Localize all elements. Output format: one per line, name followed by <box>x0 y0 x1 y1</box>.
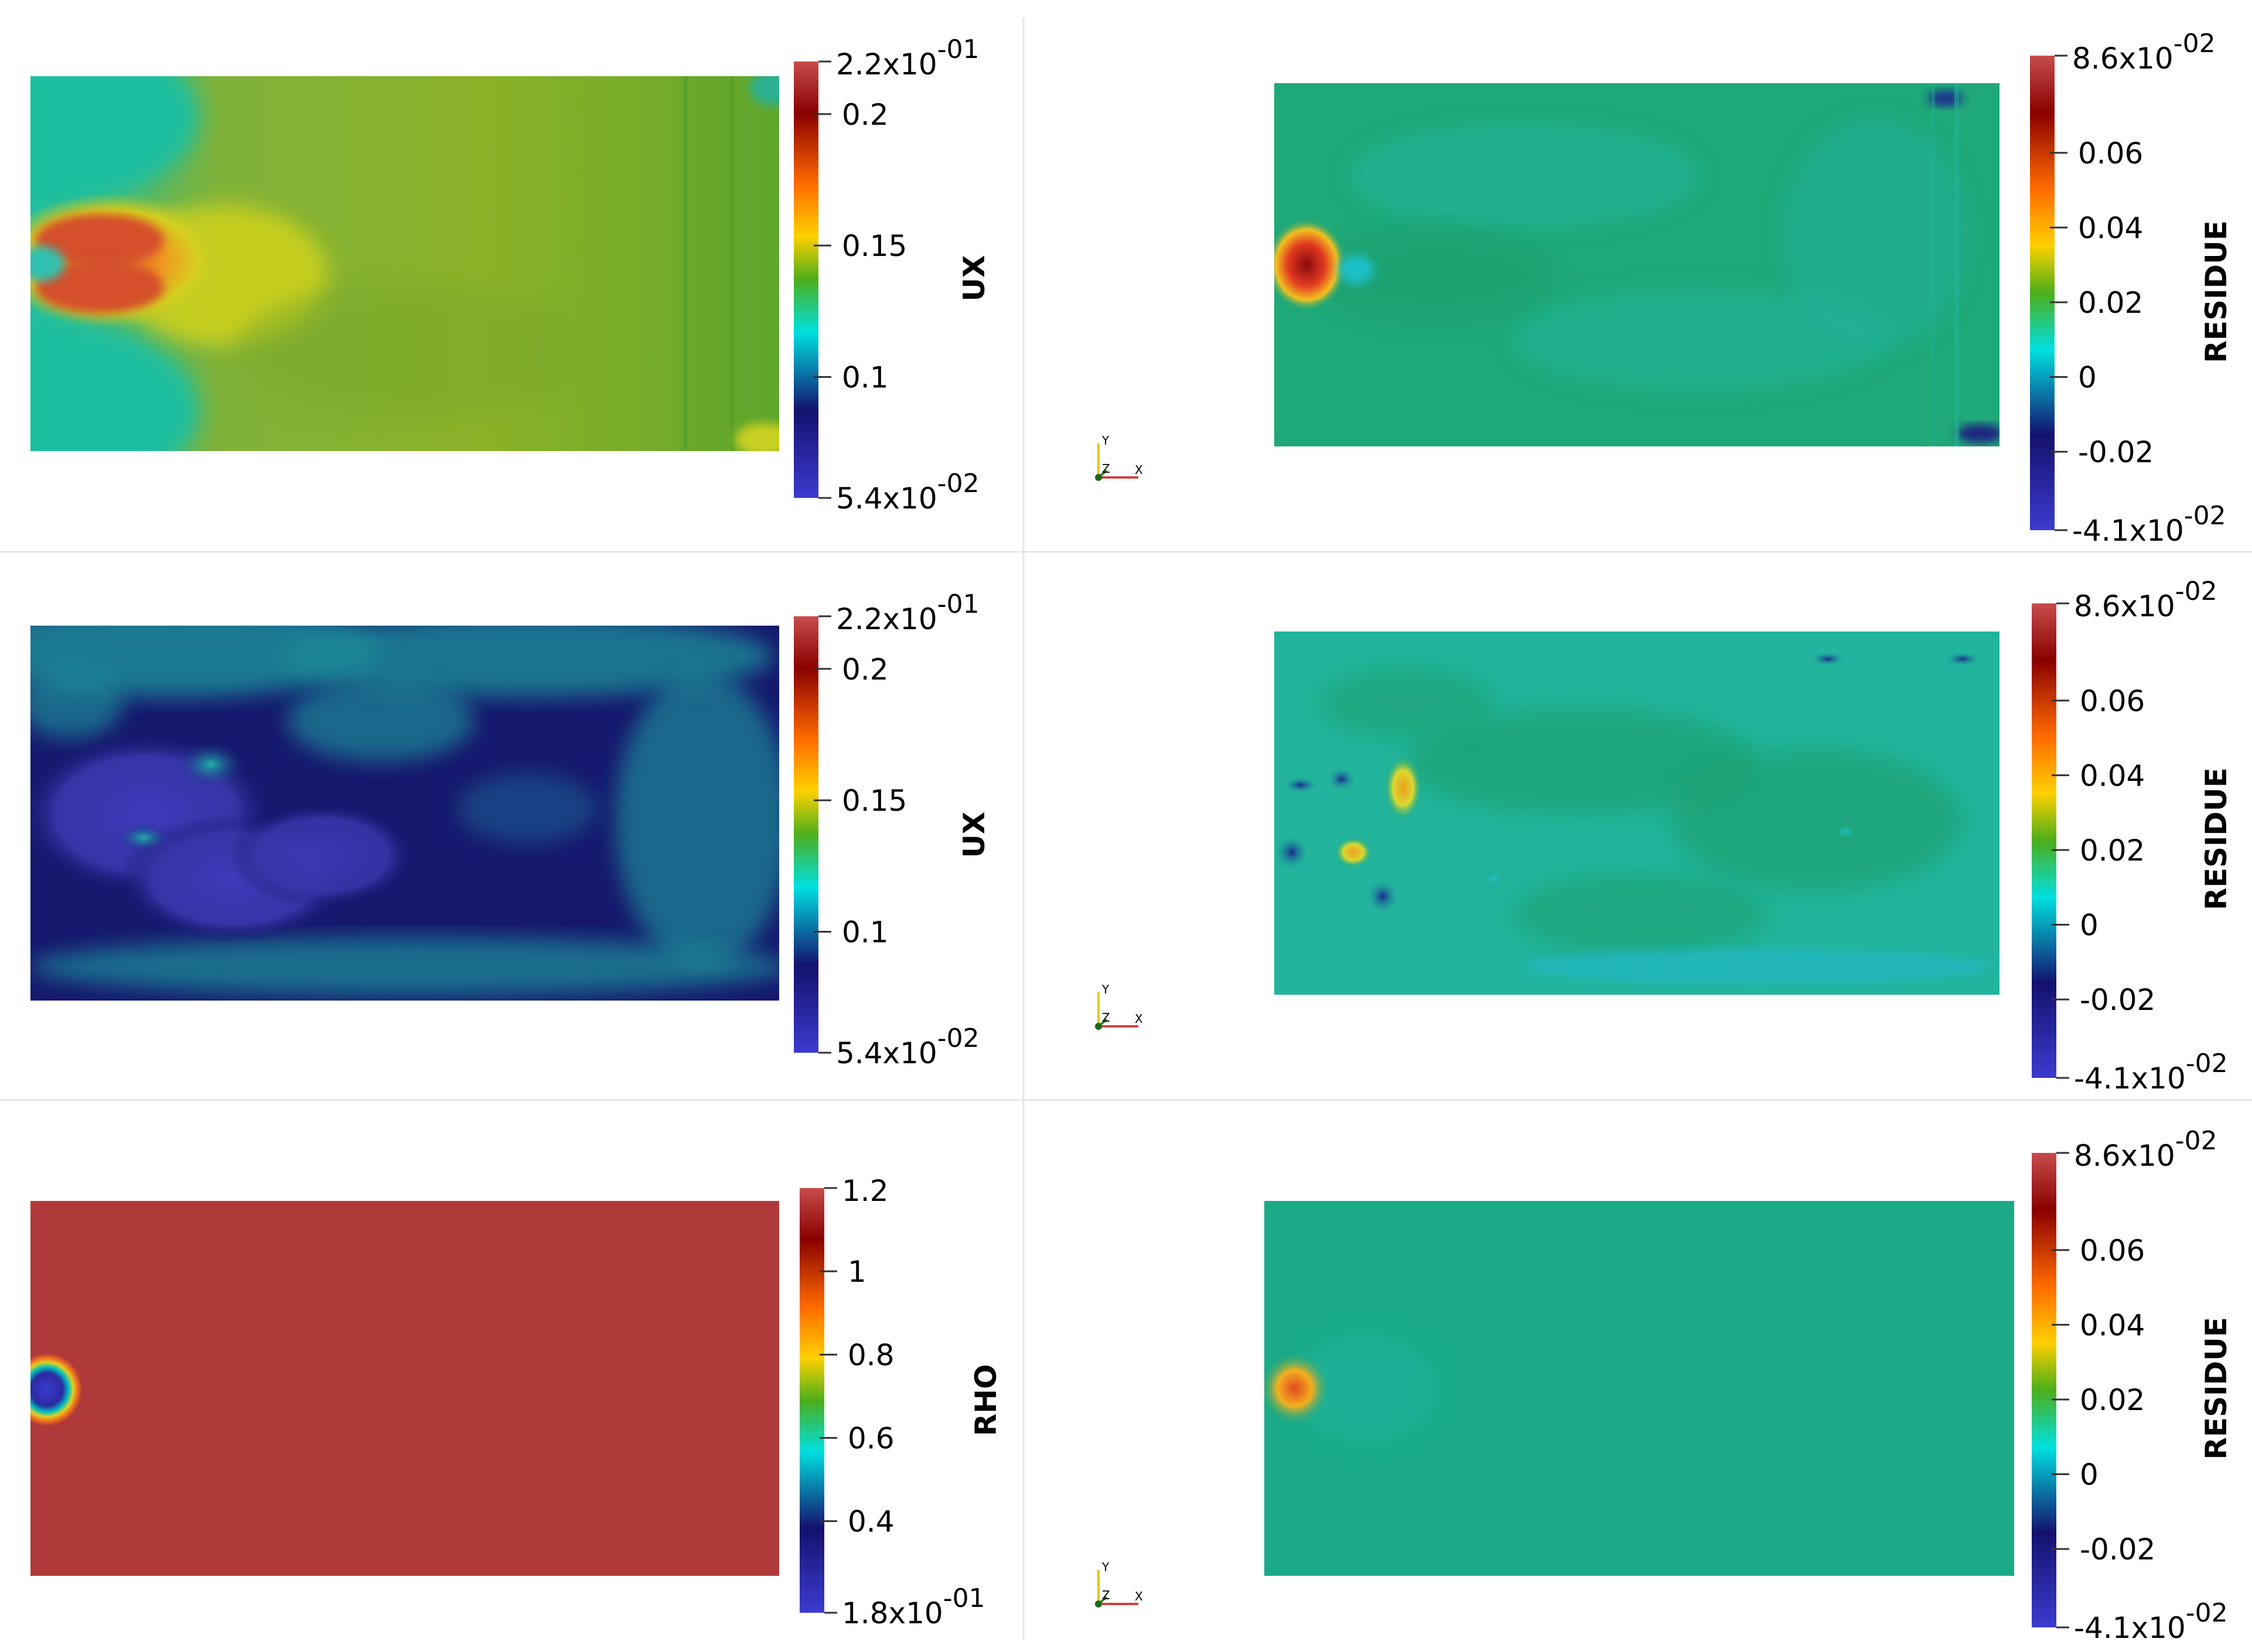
colorbar-tick-label: 0.02 <box>2080 834 2145 868</box>
colorbar-tick-label: 0 <box>2080 909 2099 943</box>
colorbar-title: UX <box>957 811 991 858</box>
y-axis-label: Y <box>1101 434 1110 448</box>
colorbar-tick-label: 0.1 <box>842 916 889 950</box>
colorbar-max-label: 2.2x10-01 <box>836 589 980 636</box>
colorbar-max-label: 2.2x10-01 <box>836 35 980 81</box>
colorbar-tick-label: 0.06 <box>2080 684 2145 718</box>
colorbar-tick-label: 0.1 <box>842 361 889 395</box>
colorbar-tick-label: 0.15 <box>842 784 907 818</box>
field-ux-top <box>30 76 779 451</box>
x-axis-label: X <box>1135 1589 1143 1603</box>
colorbar-gradient <box>2032 1153 2056 1627</box>
colorbar-tick-label: 0.2 <box>842 653 889 687</box>
y-axis-label: Y <box>1101 982 1110 996</box>
colorbar-title: RHO <box>969 1364 1003 1436</box>
colorbar-tick-label: 0.06 <box>2080 1234 2145 1268</box>
panel-rho-bottom: 1.2 1.8x10-01 1 0.8 0.6 0.4 RHO <box>30 1174 1003 1630</box>
panel-residue-top: YZ X 8.6x10-02 -4.1x10-02 0.06 0.04 0.02 0 -0.0… <box>1095 29 2233 548</box>
panel-ux-middle: 2.2x10-01 5.4x10-02 0.2 0.15 0.1 UX <box>30 589 991 1070</box>
colorbar-min-label: 5.4x10-02 <box>836 1023 980 1070</box>
colorbar-tick-label: 0 <box>2078 361 2097 395</box>
colorbar-min-label: 5.4x10-02 <box>836 469 980 516</box>
colorbar-gradient <box>800 1188 824 1613</box>
field-residue-top <box>1274 83 1999 446</box>
axes-triad-top: YZ X <box>1095 434 1143 481</box>
colorbar-tick-label: -0.02 <box>2078 435 2154 469</box>
colorbar-residue-middle: 8.6x10-02 -4.1x10-02 0.06 0.04 0.02 0 -0.02 RES… <box>2032 576 2233 1095</box>
colorbar-rho-bottom: 1.2 1.8x10-01 1 0.8 0.6 0.4 RHO <box>800 1174 1003 1630</box>
colorbar-gradient <box>2032 603 2056 1078</box>
colorbar-tick-label: 0.6 <box>848 1421 895 1455</box>
colorbar-tick-label: 0.15 <box>842 229 907 263</box>
colorbar-max-label: 1.2 <box>842 1174 889 1208</box>
field-ux-middle <box>30 626 779 1001</box>
colorbar-gradient <box>794 62 818 498</box>
colorbar-tick-label: 0.02 <box>2078 286 2143 320</box>
colorbar-min-label: -4.1x10-02 <box>2074 1049 2228 1095</box>
colorbar-ux-middle: 2.2x10-01 5.4x10-02 0.2 0.15 0.1 UX <box>794 589 991 1070</box>
panel-ux-top: 2.2x10-01 5.4x10-02 0.2 0.15 0.1 UX <box>30 35 991 516</box>
z-axis-label: Z <box>1102 462 1110 476</box>
colorbar-tick-label: 0.04 <box>2080 759 2145 793</box>
colorbar-tick-label: 0.02 <box>2080 1383 2145 1417</box>
panel-residue-middle: Y Z X 8.6x10-02 -4.1x10-02 0.06 0.04 0.02 0 -0.0… <box>1095 576 2233 1095</box>
colorbar-gradient <box>2030 56 2055 530</box>
colorbar-tick-label: -0.02 <box>2080 983 2155 1017</box>
colorbar-tick-label: 0.2 <box>842 98 889 132</box>
colorbar-tick-label: 0.04 <box>2080 1308 2145 1342</box>
colorbar-tick-label: 0.4 <box>848 1505 895 1539</box>
triad-origin <box>1095 1600 1102 1607</box>
colorbar-max-label: 8.6x10-02 <box>2072 29 2216 76</box>
colorbar-title: RESIDUE <box>2199 767 2233 910</box>
colorbar-title: UX <box>957 255 991 301</box>
colorbar-tick-label: 0.04 <box>2078 211 2143 245</box>
x-axis-label: X <box>1135 463 1143 477</box>
colorbar-min-label: -4.1x10-02 <box>2072 501 2226 548</box>
panel-residue-bottom: YZ X 8.6x10-02 -4.1x10-02 0.06 0.04 0.02 0 -0.0… <box>1095 1126 2233 1645</box>
colorbar-tick-label: 0.8 <box>848 1338 895 1372</box>
field-residue-middle <box>1274 632 1999 995</box>
colorbar-tick-label: 1 <box>848 1255 866 1289</box>
axes-triad-middle: Y Z X <box>1095 982 1143 1030</box>
triad-origin <box>1095 474 1102 481</box>
colorbar-residue-bottom: 8.6x10-02 -4.1x10-02 0.06 0.04 0.02 0 -0.02 RES… <box>2032 1126 2233 1645</box>
colorbar-tick-label: 0 <box>2080 1458 2099 1492</box>
colorbar-max-label: 8.6x10-02 <box>2074 576 2217 623</box>
colorbar-min-label: -4.1x10-02 <box>2074 1598 2228 1645</box>
colorbar-tick-label: 0.06 <box>2078 136 2143 170</box>
colorbar-title: RESIDUE <box>2199 1317 2233 1460</box>
x-axis-label: X <box>1135 1012 1143 1026</box>
colorbar-tick-label: -0.02 <box>2080 1532 2155 1566</box>
field-rho-bottom <box>30 1201 779 1576</box>
axes-triad-bottom: YZ X <box>1095 1560 1143 1607</box>
triad-origin <box>1095 1023 1102 1030</box>
colorbar-min-label: 1.8x10-01 <box>842 1583 985 1630</box>
colorbar-title: RESIDUE <box>2199 220 2233 363</box>
colorbar-residue-top: 8.6x10-02 -4.1x10-02 0.06 0.04 0.02 0 -0.02 RES… <box>2030 29 2233 548</box>
z-axis-label: Z <box>1102 1011 1110 1025</box>
colorbar-gradient <box>794 616 818 1053</box>
y-axis-label: Y <box>1101 1560 1110 1574</box>
z-axis-label: Z <box>1102 1588 1110 1602</box>
colorbar-max-label: 8.6x10-02 <box>2074 1126 2217 1173</box>
colorbar-ux-top: 2.2x10-01 5.4x10-02 0.2 0.15 0.1 UX <box>794 35 991 516</box>
field-residue-bottom <box>1264 1201 2014 1576</box>
